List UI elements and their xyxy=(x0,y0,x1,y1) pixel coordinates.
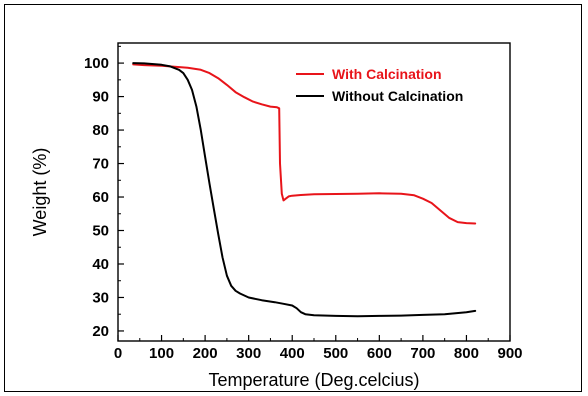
y-tick-label-70: 70 xyxy=(92,156,109,173)
legend-label-with-calcination: With Calcination xyxy=(332,66,442,82)
series-line-with-calcination xyxy=(132,63,477,225)
y-tick-label-30: 30 xyxy=(92,289,109,306)
legend-label-without-calcination: Without Calcination xyxy=(332,88,463,104)
x-tick-label-0: 0 xyxy=(114,345,122,362)
x-tick-label-600: 600 xyxy=(367,345,392,362)
y-tick-label-40: 40 xyxy=(92,256,109,273)
x-tick-label-700: 700 xyxy=(410,345,435,362)
y-axis-title: Weight (%) xyxy=(30,148,50,237)
ticks-group: 0 100 200 300 400 500 600 700 800 900 20 30 40 50 60 70… xyxy=(84,45,523,362)
x-tick-label-500: 500 xyxy=(323,345,348,362)
series-line-without-calcination xyxy=(132,62,477,318)
x-tick-label-800: 800 xyxy=(454,345,479,362)
x-tick-label-100: 100 xyxy=(149,345,174,362)
x-tick-label-200: 200 xyxy=(193,345,218,362)
legend: With Calcination Without Calcination xyxy=(296,66,463,104)
y-tick-label-100: 100 xyxy=(84,55,109,72)
x-tick-label-400: 400 xyxy=(280,345,305,362)
x-tick-label-300: 300 xyxy=(236,345,261,362)
chart-frame xyxy=(4,4,582,392)
x-tick-label-900: 900 xyxy=(497,345,522,362)
y-tick-label-80: 80 xyxy=(92,122,109,139)
y-tick-label-90: 90 xyxy=(92,89,109,106)
y-tick-label-50: 50 xyxy=(92,223,109,240)
series-group xyxy=(132,62,477,318)
y-tick-label-60: 60 xyxy=(92,189,109,206)
x-axis-title: Temperature (Deg.celcius) xyxy=(208,370,419,390)
y-tick-label-20: 20 xyxy=(92,323,109,340)
